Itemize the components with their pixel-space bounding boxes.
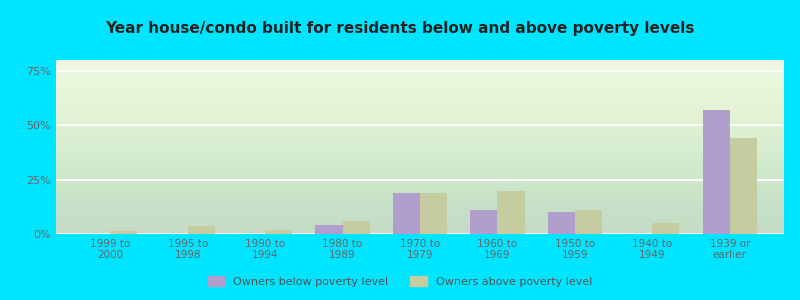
Bar — [393, 193, 420, 234]
Bar — [110, 231, 138, 234]
Bar — [702, 110, 730, 234]
Bar — [470, 210, 498, 234]
Bar — [315, 225, 342, 234]
Bar — [652, 223, 679, 234]
Bar — [498, 190, 525, 234]
Legend: Owners below poverty level, Owners above poverty level: Owners below poverty level, Owners above… — [203, 272, 597, 291]
Bar — [342, 221, 370, 234]
Bar — [730, 138, 757, 234]
Bar — [548, 212, 575, 234]
Text: Year house/condo built for residents below and above poverty levels: Year house/condo built for residents bel… — [106, 21, 694, 36]
Bar — [265, 230, 292, 234]
Bar — [575, 210, 602, 234]
Bar — [188, 226, 214, 234]
Bar — [420, 193, 447, 234]
